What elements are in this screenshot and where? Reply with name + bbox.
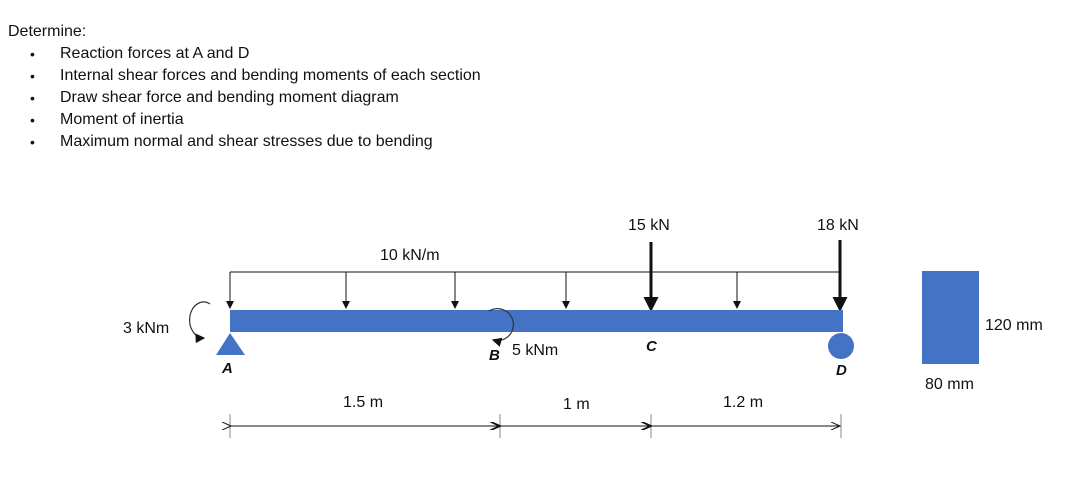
moment-a-arrow (189, 301, 211, 344)
bullet: • (30, 90, 35, 106)
point-load-c-label: 15 kN (628, 217, 670, 234)
point-load-d-label: 18 kN (817, 217, 859, 234)
span-bc-label: 1 m (563, 396, 590, 413)
span-cd-label: 1.2 m (723, 394, 763, 411)
distributed-load: 10 kN/m (226, 247, 841, 309)
point-d-label: D (836, 362, 847, 379)
task-item: Draw shear force and bending moment diag… (60, 89, 399, 106)
heading: Determine: (8, 23, 87, 40)
section-width-label: 80 mm (925, 376, 974, 393)
bullet: • (30, 134, 35, 150)
task-item: Internal shear forces and bending moment… (60, 67, 481, 84)
bullet: • (30, 68, 35, 84)
task-item: Reaction forces at A and D (60, 45, 250, 62)
bullet: • (30, 112, 35, 128)
distributed-load-label: 10 kN/m (380, 247, 440, 264)
beam (230, 310, 843, 332)
point-c-label: C (646, 338, 658, 355)
cross-section (922, 271, 979, 364)
task-item: Moment of inertia (60, 111, 184, 128)
task-item: Maximum normal and shear stresses due to… (60, 133, 433, 150)
span-ab-label: 1.5 m (343, 394, 383, 411)
section-height-label: 120 mm (985, 317, 1043, 334)
moment-b-label: 5 kNm (512, 342, 558, 359)
moment-a-label: 3 kNm (123, 320, 169, 337)
moment-b-arrow (488, 308, 514, 347)
point-b-label: B (489, 347, 500, 364)
point-a-label: A (221, 360, 233, 377)
bullet: • (30, 46, 35, 62)
pin-support-a (216, 333, 245, 355)
roller-support-d (828, 333, 854, 359)
